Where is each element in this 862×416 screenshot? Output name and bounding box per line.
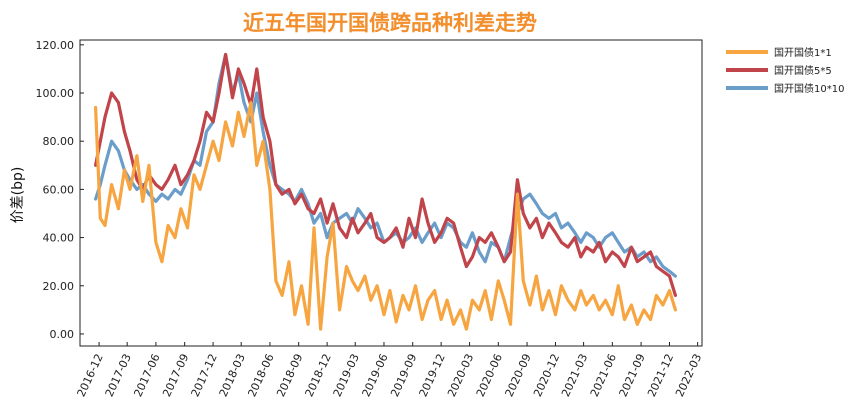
x-tick-label: 2017-12 bbox=[189, 352, 220, 399]
y-axis-label: 价差(bp) bbox=[10, 167, 26, 224]
y-tick-label: 20.00 bbox=[43, 280, 75, 293]
y-tick-label: 100.00 bbox=[36, 87, 75, 100]
x-tick-label: 2016-12 bbox=[75, 352, 106, 399]
legend: 国开国债1*1 国开国债5*5 国开国债10*10 bbox=[726, 46, 844, 95]
x-tick-label: 2021-06 bbox=[588, 352, 619, 399]
x-tick-label: 2021-03 bbox=[559, 352, 590, 399]
x-tick-label: 2020-09 bbox=[503, 352, 534, 399]
x-tick-label: 2018-09 bbox=[274, 352, 305, 399]
x-tick-label: 2021-12 bbox=[645, 352, 676, 399]
x-tick-label: 2018-06 bbox=[245, 352, 276, 399]
plot-frame bbox=[79, 39, 703, 347]
legend-label-2: 国开国债5*5 bbox=[774, 64, 832, 77]
x-tick-label: 2017-09 bbox=[160, 352, 191, 399]
x-tick-label: 2019-06 bbox=[360, 352, 391, 399]
x-tick-label: 2017-06 bbox=[131, 352, 162, 399]
y-tick-label: 40.00 bbox=[43, 232, 75, 245]
series-layer bbox=[93, 52, 678, 331]
y-tick-label: 120.00 bbox=[36, 39, 75, 52]
x-tick-label: 2020-03 bbox=[445, 352, 476, 399]
y-axis: 0.00 20.00 40.00 60.00 80.00 100.00 120.00 bbox=[36, 39, 84, 341]
x-tick-label: 2017-03 bbox=[103, 352, 134, 399]
x-tick-label: 2018-12 bbox=[303, 352, 334, 399]
series-line-1 bbox=[93, 100, 678, 331]
y-tick-label: 80.00 bbox=[43, 135, 75, 148]
y-tick-label: 60.00 bbox=[43, 183, 75, 196]
series-line-2 bbox=[93, 52, 678, 297]
x-tick-label: 2018-03 bbox=[217, 352, 248, 399]
x-tick-label: 2020-12 bbox=[531, 352, 562, 399]
x-axis: 2016-122017-032017-062017-092017-122018-… bbox=[75, 342, 704, 399]
chart-title: 近五年国开国债跨品种利差走势 bbox=[243, 10, 537, 35]
x-tick-label: 2019-12 bbox=[417, 352, 448, 399]
legend-label-3: 国开国债10*10 bbox=[774, 82, 844, 95]
x-tick-label: 2021-09 bbox=[617, 352, 648, 399]
x-tick-label: 2022-03 bbox=[673, 352, 704, 399]
x-tick-label: 2019-09 bbox=[388, 352, 419, 399]
legend-label-1: 国开国债1*1 bbox=[774, 46, 832, 59]
y-tick-label: 0.00 bbox=[50, 328, 75, 341]
x-tick-label: 2019-03 bbox=[331, 352, 362, 399]
x-tick-label: 2020-06 bbox=[474, 352, 505, 399]
